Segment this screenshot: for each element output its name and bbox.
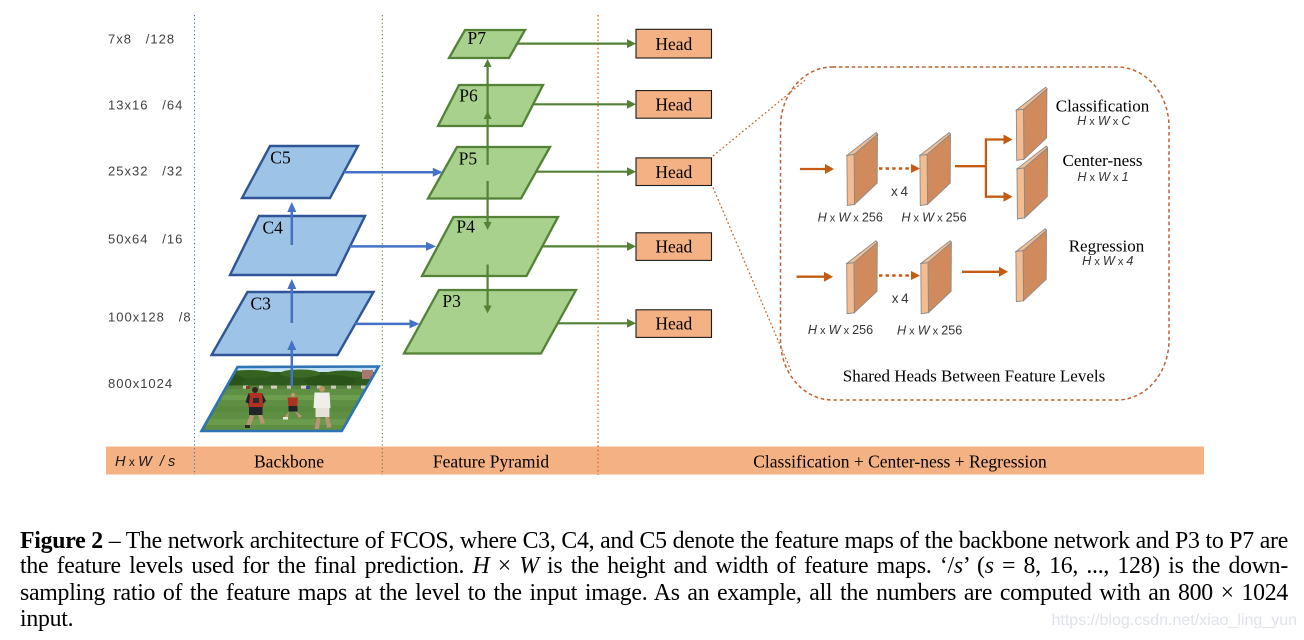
svg-text:Classification + Center-ness +: Classification + Center-ness + Regressio… <box>753 451 1047 471</box>
svg-text:Head: Head <box>655 162 692 182</box>
svg-text:100x128 /8: 100x128 /8 <box>108 310 192 325</box>
svg-text:Head: Head <box>655 95 692 115</box>
svg-text:H x W x 256: H x W x 256 <box>897 324 962 338</box>
svg-text:25x32 /32: 25x32 /32 <box>108 164 183 179</box>
svg-text:Regression: Regression <box>1069 237 1145 256</box>
svg-text:Head: Head <box>655 34 692 54</box>
svg-text:Head: Head <box>655 237 692 257</box>
svg-text:H x W x 1: H x W x 1 <box>1077 170 1128 184</box>
svg-text:50x64 /16: 50x64 /16 <box>108 232 183 247</box>
svg-text:H x W / s: H x W / s <box>115 454 175 470</box>
svg-text:H x W x 256: H x W x 256 <box>808 323 873 337</box>
svg-text:C5: C5 <box>270 148 291 168</box>
svg-text:Center-ness: Center-ness <box>1063 151 1143 170</box>
svg-text:P3: P3 <box>442 291 461 311</box>
svg-text:P5: P5 <box>459 149 478 169</box>
svg-text:H x W x 4: H x W x 4 <box>1082 254 1133 268</box>
svg-text:Shared Heads Between Feature L: Shared Heads Between Feature Levels <box>843 367 1105 386</box>
svg-text:C3: C3 <box>251 293 272 313</box>
svg-text:Feature Pyramid: Feature Pyramid <box>433 451 549 471</box>
svg-text:P4: P4 <box>456 217 475 237</box>
svg-text:7x8 /128: 7x8 /128 <box>108 32 175 47</box>
svg-text:x 4: x 4 <box>892 291 909 306</box>
svg-text:13x16 /64: 13x16 /64 <box>108 98 183 113</box>
svg-text:C4: C4 <box>263 218 284 238</box>
svg-text:Classification: Classification <box>1056 96 1150 115</box>
svg-text:x 4: x 4 <box>891 184 908 199</box>
svg-text:H x W x 256: H x W x 256 <box>818 210 883 224</box>
svg-text:P6: P6 <box>459 86 478 106</box>
svg-text:Backbone: Backbone <box>254 451 324 471</box>
svg-text:Head: Head <box>655 314 692 334</box>
svg-text:H x W x C: H x W x C <box>1077 114 1131 128</box>
svg-text:P7: P7 <box>468 28 487 48</box>
svg-text:800x1024: 800x1024 <box>108 376 173 391</box>
svg-text:H x W x 256: H x W x 256 <box>901 210 966 224</box>
